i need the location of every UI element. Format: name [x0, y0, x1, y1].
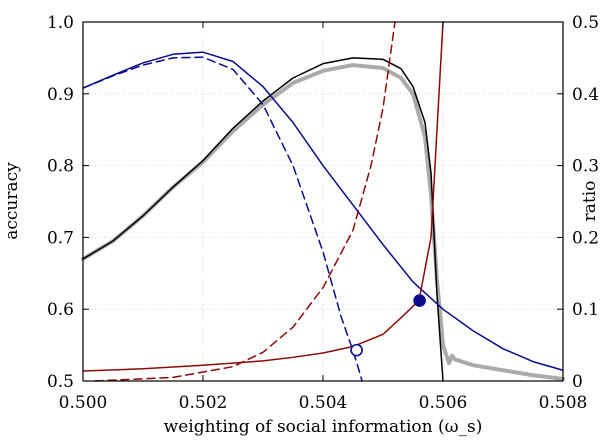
plot-lines	[81, 21, 565, 382]
y-right-tick-label: 0.4	[572, 85, 599, 105]
y-left-tick-label: 1.0	[47, 13, 74, 33]
x-tick-label: 0.504	[299, 393, 348, 413]
axis-ticks	[82, 21, 564, 382]
y-left-tick-label: 0.8	[47, 157, 74, 177]
y-right-tick-label: 0.2	[572, 228, 599, 248]
y-right-axis-title: ratio	[580, 181, 600, 222]
open-marker-0	[350, 343, 363, 357]
x-tick-label: 0.502	[179, 393, 228, 413]
y-right-tick-label: 0.1	[572, 300, 599, 320]
y-right-tick-label: 0.5	[572, 13, 599, 33]
series-line-1	[82, 57, 444, 382]
x-tick-label: 0.506	[419, 393, 468, 413]
filled-marker-1	[413, 294, 426, 307]
y-right-tick-label: 0.3	[572, 157, 599, 177]
y-left-tick-label: 0.7	[47, 228, 74, 248]
series-line-3	[82, 56, 363, 382]
series-line-5	[94, 21, 396, 382]
y-left-tick-label: 0.5	[47, 372, 74, 392]
y-left-tick-label: 0.6	[47, 300, 74, 320]
x-axis-title: weighting of social information (ω_s)	[164, 417, 483, 437]
tick-labels: 0.500 0.502 0.504 0.506 0.508 0.5 0.6 0.7 0.8 0.9…	[47, 13, 599, 413]
series-line-0	[81, 63, 565, 381]
y-right-tick-label: 0	[572, 372, 583, 392]
series-line-2	[82, 51, 564, 371]
plot-markers	[350, 294, 426, 357]
x-tick-label: 0.500	[59, 393, 108, 413]
x-tick-label: 0.508	[539, 393, 588, 413]
y-left-tick-label: 0.9	[47, 85, 74, 105]
y-left-axis-title: accuracy	[2, 162, 22, 240]
